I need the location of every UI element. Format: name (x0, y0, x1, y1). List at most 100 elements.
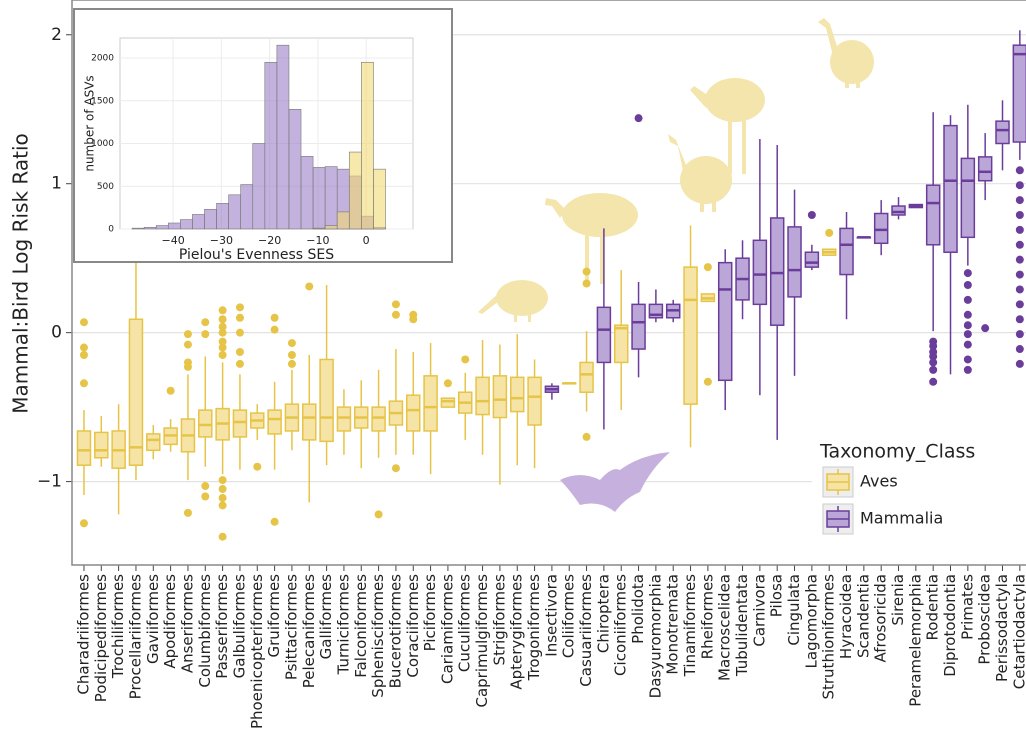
y-tick-label: 1000 (91, 139, 114, 149)
outlier (218, 306, 227, 315)
outlier (963, 340, 972, 349)
outlier (218, 315, 227, 324)
x-tick-label: Charadriiformes (74, 574, 92, 695)
outlier (703, 263, 712, 272)
x-tick-label: Struthioniformes (820, 574, 838, 700)
x-tick-label: Strigiformes (490, 574, 508, 666)
outlier (287, 350, 296, 359)
x-tick-label: Casuariiformes (577, 574, 595, 687)
box (977, 156, 993, 182)
x-tick-label: Cetartiodactyla (1010, 574, 1026, 689)
histogram-bar (131, 227, 145, 230)
outlier (929, 358, 938, 367)
silhouettes (478, 18, 874, 512)
outlier (218, 532, 227, 541)
histogram-bar (336, 211, 350, 230)
outlier (253, 462, 262, 471)
x-tick-label: Rodentia (924, 574, 942, 640)
y-axis-label: Mammal:Bird Log Risk Ratio (9, 133, 33, 413)
histogram-bar (373, 168, 386, 230)
outlier (582, 267, 591, 276)
outlier (1015, 240, 1024, 249)
outlier (963, 365, 972, 374)
outlier (929, 352, 938, 361)
outlier (409, 315, 418, 324)
x-tick-label: Insectivora (542, 574, 560, 657)
x-tick-label: Columbiformes (196, 574, 214, 688)
x-tick-label: Falconiformes (352, 574, 370, 678)
y-tick-label: 0 (51, 323, 62, 343)
outlier (287, 339, 296, 348)
outlier (235, 328, 244, 337)
histogram-bar (167, 222, 181, 230)
y-tick-label: 500 (97, 182, 114, 192)
outlier (218, 328, 227, 337)
x-tick-label: Afrosoricida (872, 574, 890, 662)
box (232, 409, 248, 438)
box (527, 376, 542, 426)
outlier (270, 313, 279, 322)
plot-frame (71, 0, 1026, 566)
outlier (218, 350, 227, 359)
x-tick-label: Tinamiformes (681, 574, 699, 678)
outlier (235, 348, 244, 357)
outlier (825, 228, 834, 237)
box (492, 375, 508, 419)
box (631, 303, 646, 350)
outlier (270, 325, 279, 334)
outlier (443, 379, 452, 388)
box (613, 324, 629, 364)
outlier (235, 359, 244, 368)
outlier (1015, 270, 1024, 279)
bat-silhouette (560, 452, 670, 512)
y-axis-label: number of ASVs (83, 75, 97, 171)
outlier (1015, 210, 1024, 219)
outlier (374, 510, 383, 519)
x-tick-label: Peramelemorphia (906, 574, 924, 707)
x-tick-label: Phoenicopteriformes (248, 574, 266, 729)
x-tick-label: Pelecaniformes (300, 574, 318, 688)
x-tick-label: Passeriformes (213, 574, 231, 679)
histogram-bar (300, 156, 314, 230)
box (1012, 44, 1026, 143)
outlier (79, 343, 88, 352)
outlier (807, 210, 816, 219)
histogram-bar (312, 167, 326, 230)
outlier (1015, 345, 1024, 354)
box (509, 376, 525, 413)
legend-label: Mammalia (860, 509, 943, 528)
histogram-bar (264, 61, 278, 230)
x-tick-label: Pholidota (629, 574, 647, 644)
box (440, 397, 456, 408)
outlier (79, 318, 88, 327)
outlier (79, 350, 88, 359)
box (128, 318, 144, 466)
bird-silhouette (668, 134, 732, 212)
emu-silhouette (545, 193, 638, 284)
outlier (235, 303, 244, 312)
x-tick-label: Monotremata (664, 574, 682, 675)
box (94, 431, 109, 459)
outlier (183, 340, 192, 349)
x-tick-label: Trogoniformes (525, 574, 543, 682)
x-tick-label: Pilosa (768, 574, 786, 617)
y-tick-label: 1500 (91, 96, 114, 106)
x-tick-label: Scandentia (854, 574, 872, 658)
x-tick-label: −40 (161, 234, 184, 247)
outlier (1015, 300, 1024, 309)
x-tick-label: Psittaciformes (282, 574, 300, 680)
outlier (461, 355, 470, 364)
outlier (963, 330, 972, 339)
outlier (201, 330, 210, 339)
box (76, 430, 92, 466)
ostrich-silhouette (818, 18, 874, 88)
histogram-bar (192, 214, 205, 230)
box (336, 406, 352, 432)
x-tick-label: Coraciiformes (404, 574, 422, 678)
x-tick-label: Gruiformes (265, 574, 283, 658)
box (475, 376, 490, 416)
box (943, 124, 958, 253)
outlier (929, 342, 938, 351)
outlier (305, 282, 314, 291)
